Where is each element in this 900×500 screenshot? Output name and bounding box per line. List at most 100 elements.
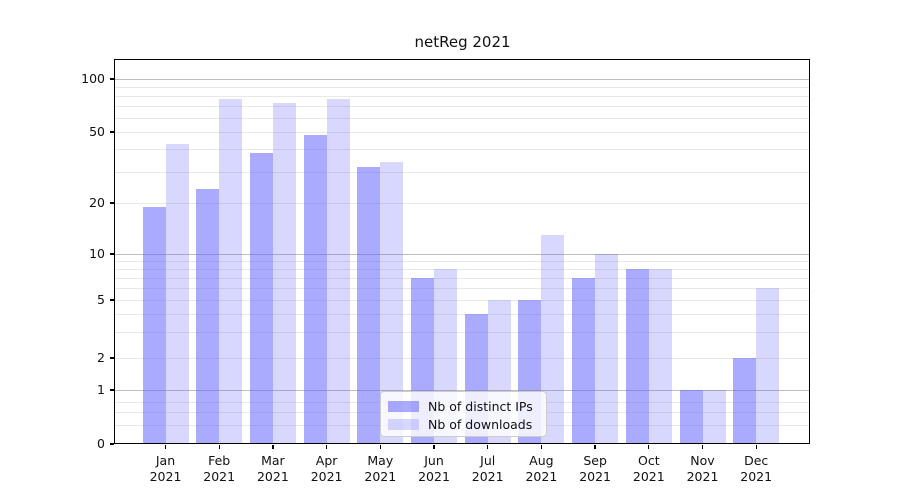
minor-gridline xyxy=(115,171,810,173)
bar-downloads-aug xyxy=(541,234,565,444)
bar-ips-dec xyxy=(733,358,757,444)
y-tick-mark xyxy=(109,443,114,445)
minor-gridline xyxy=(115,277,810,279)
bar-downloads-jan xyxy=(165,143,189,444)
bar-ips-apr xyxy=(303,135,327,444)
legend-entry-distinct-ips: Nb of distinct IPs xyxy=(388,397,538,415)
x-tick-mark xyxy=(272,444,274,450)
minor-gridline xyxy=(115,300,810,301)
x-tick-mark xyxy=(218,444,220,450)
y-tick-label: 0 xyxy=(97,436,105,451)
bar-downloads-feb xyxy=(219,98,243,444)
minor-gridline xyxy=(115,149,810,151)
x-tick-year-label: 2021 xyxy=(203,469,236,484)
x-tick-year-label: 2021 xyxy=(256,469,289,484)
x-tick-mark xyxy=(540,444,543,450)
x-tick-label: Nov 2021 xyxy=(676,453,730,485)
y-tick-mark xyxy=(109,299,114,301)
legend-swatch-distinct-ips xyxy=(388,400,419,412)
y-tick-mark xyxy=(109,78,114,80)
y-tick-label: 1 xyxy=(97,382,105,397)
chart-title: netReg 2021 xyxy=(414,33,511,51)
bar-ips-jan xyxy=(142,206,166,444)
x-tick-mark xyxy=(755,444,757,450)
x-tick-label: Jul 2021 xyxy=(461,453,515,485)
legend-swatch-downloads xyxy=(388,418,419,430)
x-tick-mark xyxy=(433,444,435,450)
x-tick-year-label: 2021 xyxy=(310,469,343,484)
x-tick-mark xyxy=(594,444,596,450)
x-tick-year-label: 2021 xyxy=(632,469,665,484)
y-tick-mark xyxy=(109,253,114,255)
x-tick-label: Dec 2021 xyxy=(729,453,783,485)
x-tick-label: Jan 2021 xyxy=(139,453,193,485)
major-gridline xyxy=(115,390,810,391)
minor-gridline xyxy=(115,118,810,120)
y-tick-label: 5 xyxy=(97,292,105,307)
minor-gridline xyxy=(115,87,810,89)
legend: Nb of distinct IPs Nb of downloads xyxy=(380,391,547,437)
x-tick-year-label: 2021 xyxy=(740,469,773,484)
y-tick-mark xyxy=(109,202,114,204)
bar-downloads-oct xyxy=(648,268,672,444)
x-tick-mark xyxy=(701,444,704,450)
bar-ips-sep xyxy=(572,277,596,444)
x-tick-mark xyxy=(164,444,167,450)
legend-label-downloads: Nb of downloads xyxy=(428,416,533,432)
x-tick-mark xyxy=(325,444,328,450)
minor-gridline xyxy=(115,96,810,98)
minor-gridline xyxy=(115,268,810,270)
minor-gridline xyxy=(115,203,810,204)
bar-ips-oct xyxy=(625,268,649,444)
x-tick-label: Jun 2021 xyxy=(407,453,461,485)
minor-gridline xyxy=(115,332,810,334)
x-tick-mark xyxy=(487,444,489,450)
minor-gridline xyxy=(115,314,810,316)
bar-ips-may xyxy=(357,166,381,444)
x-tick-year-label: 2021 xyxy=(149,469,182,484)
y-tick-mark xyxy=(109,131,114,133)
y-tick-mark xyxy=(109,357,114,359)
x-tick-year-label: 2021 xyxy=(471,469,504,484)
y-tick-label: 2 xyxy=(97,350,105,365)
major-gridline xyxy=(115,79,810,80)
x-tick-label: Aug 2021 xyxy=(514,453,568,485)
bar-downloads-nov xyxy=(702,390,726,444)
bar-ips-mar xyxy=(249,153,273,444)
y-tick-label: 10 xyxy=(89,246,105,261)
x-tick-label: May 2021 xyxy=(353,453,407,485)
bar-downloads-may xyxy=(380,161,404,444)
y-tick-mark xyxy=(109,389,114,391)
x-tick-label: Oct 2021 xyxy=(622,453,676,485)
legend-label-distinct-ips: Nb of distinct IPs xyxy=(428,398,533,414)
major-gridline xyxy=(115,254,810,255)
y-tick-label: 20 xyxy=(89,195,105,210)
bar-downloads-apr xyxy=(326,98,350,444)
bar-downloads-sep xyxy=(595,254,619,444)
x-tick-year-label: 2021 xyxy=(686,469,719,484)
bar-downloads-mar xyxy=(272,103,296,444)
x-tick-year-label: 2021 xyxy=(579,469,611,484)
bar-ips-nov xyxy=(679,390,703,444)
y-tick-label: 50 xyxy=(89,124,105,139)
minor-gridline xyxy=(115,106,810,108)
x-tick-year-label: 2021 xyxy=(418,469,450,484)
x-tick-label: Sep 2021 xyxy=(568,453,622,485)
x-tick-year-label: 2021 xyxy=(364,469,397,484)
minor-gridline xyxy=(115,287,810,289)
x-tick-mark xyxy=(648,444,650,450)
x-tick-label: Feb 2021 xyxy=(192,453,246,485)
x-tick-year-label: 2021 xyxy=(525,469,558,484)
minor-gridline xyxy=(115,358,810,359)
x-tick-label: Apr 2021 xyxy=(300,453,354,485)
x-tick-label: Mar 2021 xyxy=(246,453,300,485)
bar-ips-feb xyxy=(196,188,220,444)
bar-downloads-dec xyxy=(756,287,780,444)
legend-entry-downloads: Nb of downloads xyxy=(388,415,538,433)
x-tick-mark xyxy=(379,444,381,450)
minor-gridline xyxy=(115,260,810,262)
y-tick-label: 100 xyxy=(81,71,105,86)
minor-gridline xyxy=(115,132,810,133)
